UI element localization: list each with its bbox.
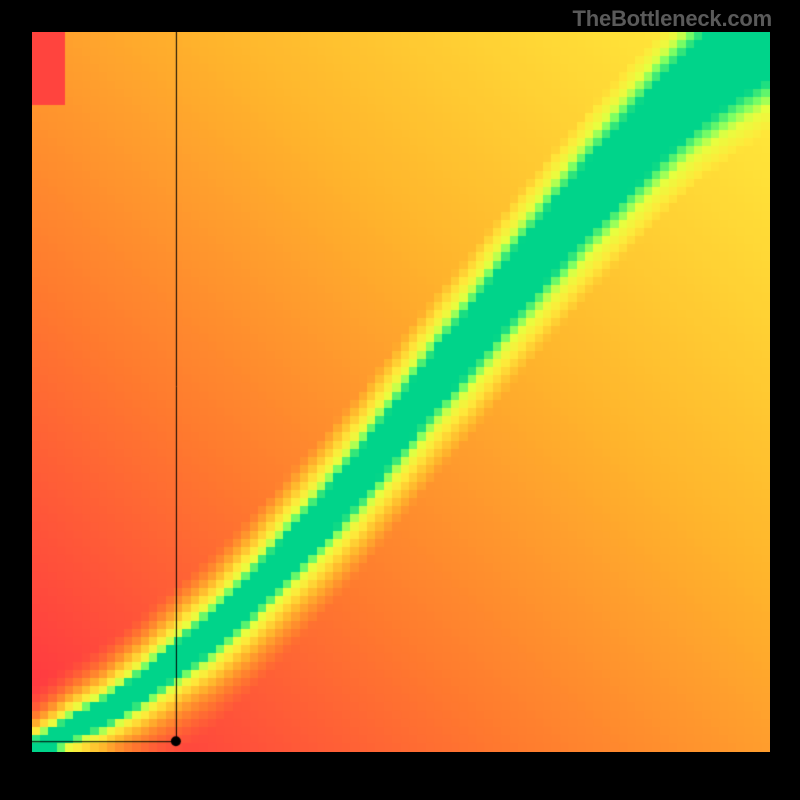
heatmap-canvas bbox=[32, 32, 770, 752]
watermark-text: TheBottleneck.com bbox=[572, 6, 772, 32]
heatmap-plot bbox=[32, 32, 770, 752]
